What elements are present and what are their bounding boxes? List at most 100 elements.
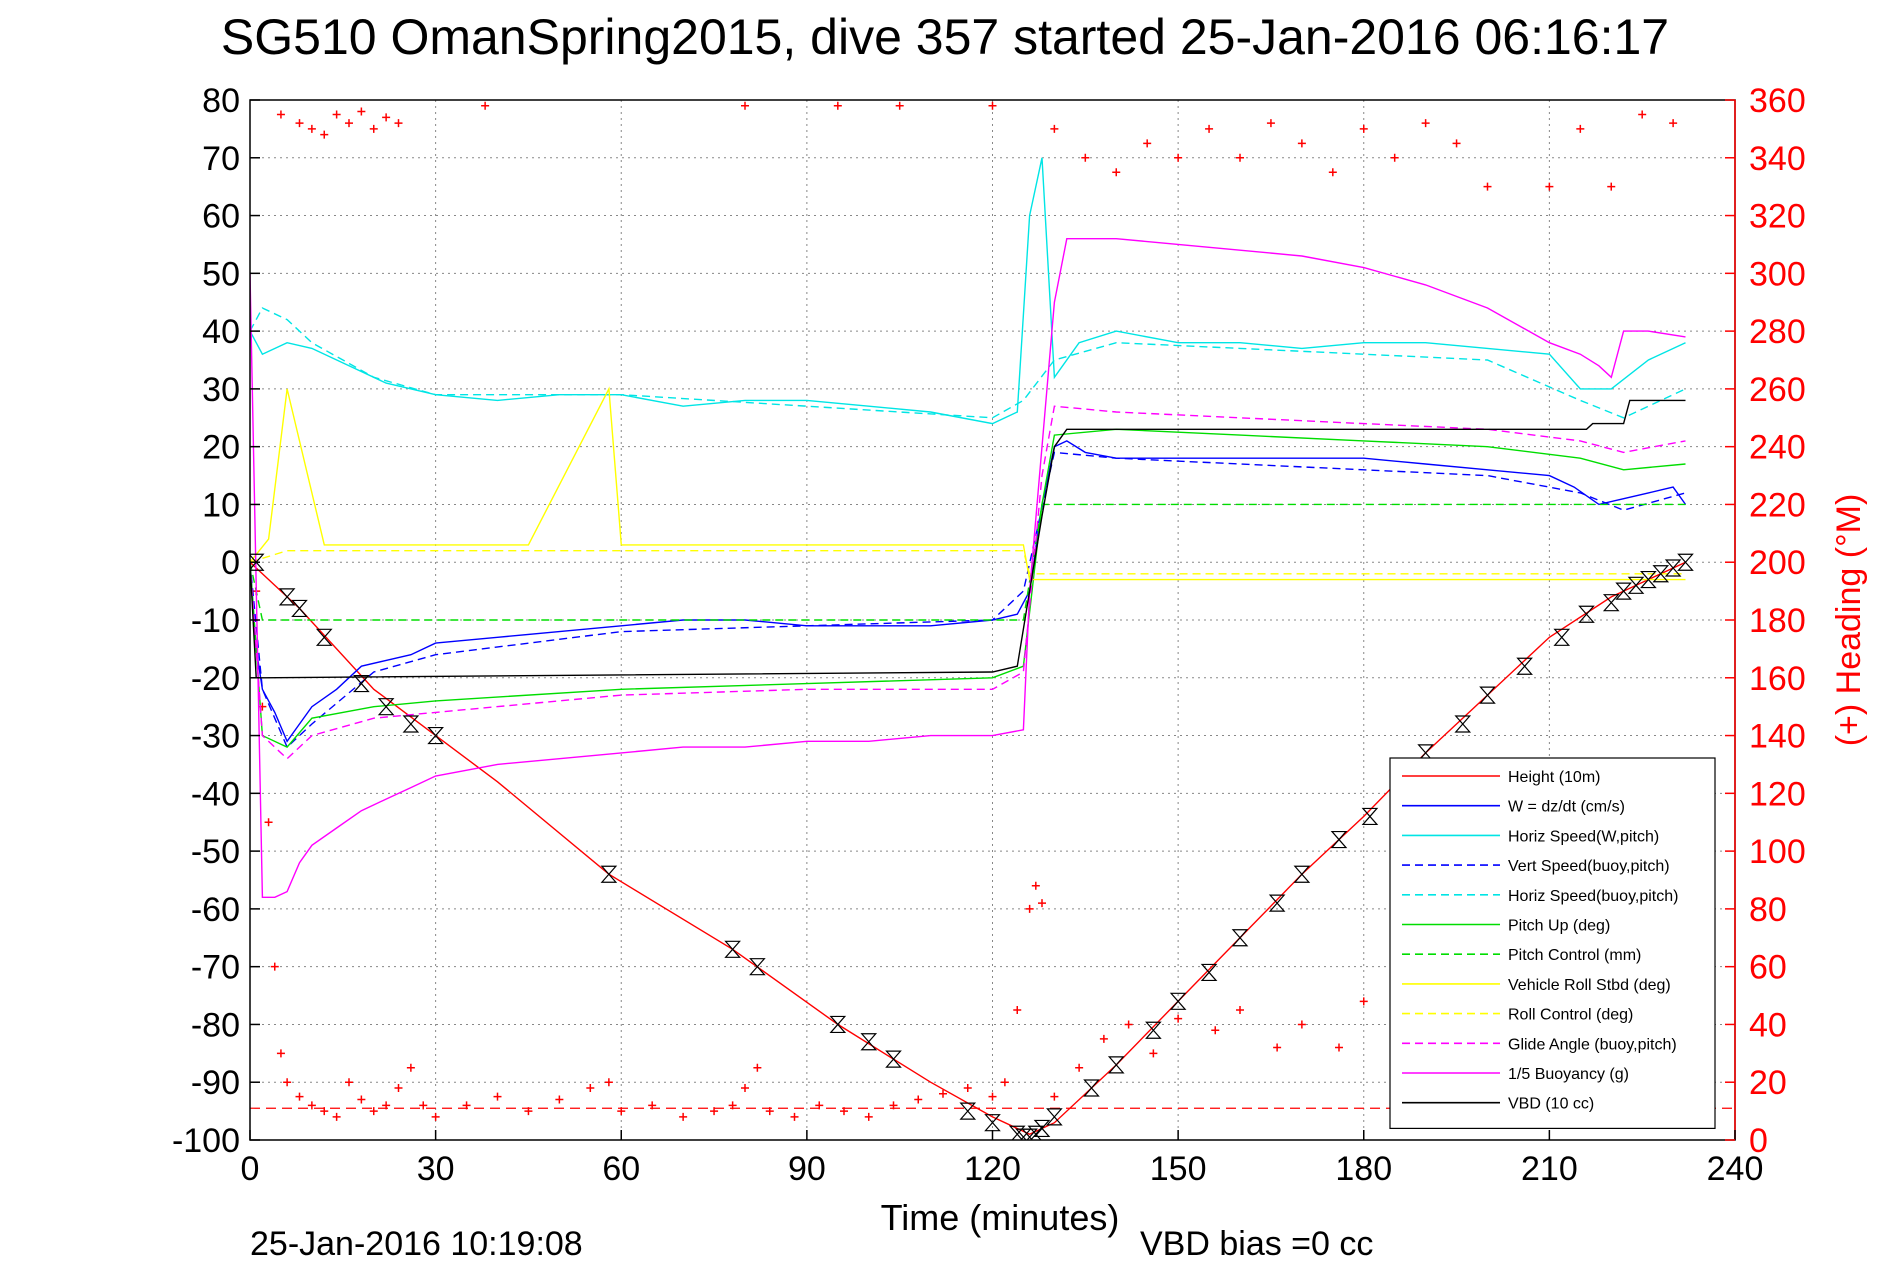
height-marker bbox=[1330, 830, 1348, 849]
heading-point bbox=[369, 1107, 378, 1116]
heading-point bbox=[369, 124, 378, 133]
height-marker bbox=[860, 1033, 878, 1051]
heading-point bbox=[1174, 1014, 1183, 1023]
y2-tick-label: 80 bbox=[1749, 891, 1787, 929]
heading-point bbox=[276, 110, 285, 119]
legend-label: VBD (10 cc) bbox=[1508, 1096, 1594, 1113]
heading-point bbox=[283, 1078, 292, 1087]
heading-point bbox=[320, 130, 329, 139]
height-marker bbox=[1033, 1119, 1051, 1138]
y2-tick-label: 120 bbox=[1749, 775, 1806, 813]
tick-labels: 0 30 60 90 120 150 180 210 24080706050403020100-… bbox=[172, 82, 1806, 1188]
x-tick-label: 30 bbox=[417, 1150, 455, 1188]
heading-point bbox=[1211, 1026, 1220, 1035]
heading-point bbox=[332, 1112, 341, 1121]
height-marker bbox=[1200, 963, 1218, 982]
x-tick-label: 120 bbox=[964, 1150, 1021, 1188]
height-marker bbox=[724, 940, 741, 958]
legend-label: W = dz/dt (cm/s) bbox=[1508, 799, 1625, 816]
x-tick-label: 240 bbox=[1707, 1150, 1764, 1188]
heading-point bbox=[1297, 1020, 1306, 1029]
y-tick-label: -80 bbox=[191, 1006, 240, 1044]
heading-point bbox=[524, 1107, 533, 1116]
heading-point bbox=[648, 1101, 657, 1110]
heading-point bbox=[307, 124, 316, 133]
y-tick-label: -70 bbox=[191, 949, 240, 987]
legend-label: Vert Speed(buoy,pitch) bbox=[1508, 858, 1670, 875]
heading-point bbox=[1236, 153, 1244, 162]
heading-point bbox=[988, 101, 997, 110]
y2-tick-label: 140 bbox=[1749, 718, 1806, 756]
series-line-1 bbox=[250, 440, 1687, 743]
heading-point bbox=[833, 101, 842, 110]
y2-tick-label: 360 bbox=[1749, 82, 1806, 120]
series-line-4 bbox=[250, 307, 1686, 419]
heading-point bbox=[1038, 899, 1046, 908]
legend-label: Height (10m) bbox=[1508, 769, 1600, 786]
y-tick-label: 40 bbox=[202, 313, 240, 351]
series-line-11 bbox=[250, 399, 1686, 679]
height-marker bbox=[1107, 1056, 1125, 1074]
heading-point bbox=[1297, 139, 1306, 148]
heading-point bbox=[741, 1084, 749, 1092]
y2-tick-label: 100 bbox=[1749, 833, 1806, 871]
heading-point bbox=[1607, 182, 1616, 191]
legend-label: Horiz Speed(W,pitch) bbox=[1508, 828, 1659, 845]
height-marker bbox=[1516, 657, 1533, 675]
y-tick-label: 20 bbox=[202, 429, 240, 467]
y-tick-label: 0 bbox=[221, 544, 240, 582]
height-marker bbox=[402, 715, 420, 733]
y-tick-label: 60 bbox=[202, 198, 240, 236]
height-marker bbox=[1479, 686, 1496, 704]
heading-point bbox=[1390, 153, 1399, 162]
height-marker bbox=[1046, 1108, 1063, 1126]
y2-tick-label: 60 bbox=[1749, 949, 1787, 987]
height-marker bbox=[315, 628, 333, 646]
heading-point bbox=[295, 1092, 304, 1101]
heading-point bbox=[555, 1095, 564, 1104]
height-marker bbox=[749, 958, 766, 976]
y2-tick-label: 160 bbox=[1749, 660, 1806, 698]
y2-tick-label: 280 bbox=[1749, 313, 1806, 351]
heading-point bbox=[276, 1049, 285, 1058]
heading-point bbox=[320, 1107, 329, 1116]
footer-vbd-bias: VBD bias =0 cc bbox=[1140, 1225, 1373, 1262]
y-tick-label: -50 bbox=[191, 833, 240, 871]
series-line-3 bbox=[250, 451, 1686, 749]
heading-point bbox=[895, 101, 904, 110]
height-marker bbox=[1268, 894, 1286, 912]
heading-point bbox=[406, 1063, 415, 1072]
x-tick-label: 90 bbox=[788, 1150, 826, 1188]
heading-point bbox=[1266, 119, 1275, 128]
height-marker bbox=[427, 726, 444, 745]
height-marker bbox=[1615, 582, 1632, 600]
height-marker bbox=[1231, 929, 1249, 947]
y2-tick-label: 320 bbox=[1749, 198, 1806, 236]
legend-label: Pitch Up (deg) bbox=[1508, 918, 1610, 935]
y-tick-label: -10 bbox=[191, 602, 240, 640]
heading-point bbox=[741, 101, 749, 110]
heading-point bbox=[382, 1101, 391, 1110]
height-marker bbox=[1640, 570, 1657, 589]
legend-label: Glide Angle (buoy,pitch) bbox=[1508, 1036, 1677, 1053]
heading-point bbox=[1359, 124, 1368, 133]
y-tick-label: -100 bbox=[172, 1122, 240, 1160]
x-tick-label: 210 bbox=[1521, 1150, 1578, 1188]
heading-point bbox=[493, 1092, 502, 1101]
y2-tick-label: 180 bbox=[1749, 602, 1806, 640]
heading-point bbox=[840, 1107, 848, 1116]
height-marker bbox=[984, 1114, 1001, 1132]
heading-point bbox=[1273, 1043, 1282, 1052]
series-line-8 bbox=[250, 550, 1686, 575]
y-tick-label: -60 bbox=[191, 891, 240, 929]
heading-point bbox=[1359, 997, 1368, 1006]
heading-point bbox=[1124, 1020, 1133, 1029]
heading-point bbox=[1050, 124, 1059, 133]
y2-tick-label: 220 bbox=[1749, 486, 1806, 524]
heading-point bbox=[1075, 1063, 1084, 1072]
heading-point bbox=[679, 1112, 688, 1121]
heading-point bbox=[1031, 881, 1040, 890]
x-tick-label: 0 bbox=[241, 1150, 260, 1188]
heading-point bbox=[394, 1084, 403, 1092]
